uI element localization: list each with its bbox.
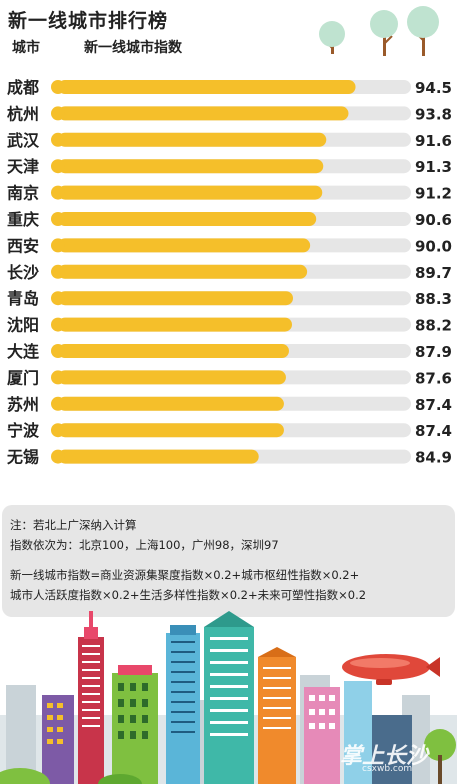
value-label: 90.6 bbox=[415, 211, 452, 229]
bar-dot bbox=[51, 212, 65, 226]
category-label: 大连 bbox=[7, 342, 40, 361]
category-label: 无锡 bbox=[6, 448, 39, 467]
value-label: 87.4 bbox=[415, 422, 452, 440]
tree-icon bbox=[370, 10, 398, 56]
value-label: 87.4 bbox=[415, 396, 452, 414]
column-header-city: 城市 bbox=[12, 40, 40, 56]
value-label: 84.9 bbox=[415, 449, 452, 467]
note-line: 注：若北上广深纳入计算 bbox=[10, 518, 137, 532]
bar bbox=[58, 159, 324, 174]
value-label: 93.8 bbox=[415, 105, 452, 123]
note-line: 城市人活跃度指数×0.2+生活多样性指数×0.2+未来可塑性指数×0.2 bbox=[10, 588, 367, 602]
bar bbox=[58, 449, 259, 464]
city-skyline-illustration bbox=[0, 611, 457, 784]
bar-dot bbox=[51, 238, 65, 253]
page-title: 新一线城市排行榜 bbox=[8, 10, 169, 32]
watermark-url: csxwb.com bbox=[362, 764, 413, 774]
bar-dot bbox=[51, 449, 65, 464]
note-line: 指数依次为：北京100，上海100，广州98，深圳97 bbox=[10, 538, 279, 552]
bar-dot bbox=[51, 264, 65, 279]
bar-dot bbox=[51, 185, 65, 200]
category-label: 厦门 bbox=[7, 368, 39, 387]
bar bbox=[58, 291, 293, 306]
bar bbox=[58, 185, 323, 200]
value-label: 90.0 bbox=[415, 237, 452, 255]
watermark-logo: 掌上长沙 bbox=[340, 744, 429, 769]
value-label: 88.3 bbox=[415, 290, 452, 308]
bar bbox=[58, 423, 284, 438]
category-label: 西安 bbox=[7, 236, 39, 255]
bar bbox=[58, 132, 327, 147]
note-line: 新一线城市指数=商业资源集聚度指数×0.2+城市枢纽性指数×0.2+ bbox=[10, 568, 360, 582]
bar-chart: 成都 94.5 杭州 93.8 武汉 91.6 天津 91.3 南京 91.2 重庆 90.6 西安 90… bbox=[6, 78, 452, 467]
bar-dot bbox=[51, 80, 65, 94]
tree-icon bbox=[407, 6, 439, 56]
bar-dot bbox=[51, 132, 65, 147]
blimp-icon bbox=[342, 654, 440, 685]
bar bbox=[58, 396, 284, 411]
bar bbox=[58, 238, 311, 253]
value-label: 88.2 bbox=[415, 317, 452, 335]
value-label: 91.2 bbox=[415, 185, 452, 203]
value-label: 94.5 bbox=[415, 79, 452, 97]
category-label: 宁波 bbox=[7, 421, 40, 440]
bar-dot bbox=[51, 159, 65, 174]
value-label: 91.3 bbox=[415, 158, 452, 176]
bar bbox=[58, 80, 356, 94]
bar-dot bbox=[51, 291, 65, 306]
category-label: 青岛 bbox=[7, 289, 39, 308]
category-label: 天津 bbox=[7, 157, 39, 176]
note-box: 注：若北上广深纳入计算 指数依次为：北京100，上海100，广州98，深圳97 … bbox=[2, 505, 455, 617]
bar-dot bbox=[51, 344, 65, 358]
bar-dot bbox=[51, 370, 65, 385]
category-label: 杭州 bbox=[7, 104, 39, 123]
tree-decoration bbox=[319, 6, 439, 56]
bar bbox=[58, 317, 292, 332]
category-label: 长沙 bbox=[7, 263, 39, 282]
category-label: 成都 bbox=[7, 78, 39, 97]
category-label: 苏州 bbox=[7, 395, 39, 414]
bar-dot bbox=[51, 396, 65, 411]
bar bbox=[58, 370, 286, 385]
category-label: 沈阳 bbox=[7, 316, 39, 335]
bar-dot bbox=[51, 317, 65, 332]
tree-icon bbox=[319, 21, 345, 54]
value-label: 91.6 bbox=[415, 132, 452, 150]
bar bbox=[58, 212, 317, 226]
bar-dot bbox=[51, 106, 65, 121]
column-header-index: 新一线城市指数 bbox=[84, 40, 182, 56]
category-label: 重庆 bbox=[7, 210, 39, 229]
bar-dot bbox=[51, 423, 65, 438]
category-label: 南京 bbox=[7, 184, 39, 203]
bar bbox=[58, 344, 289, 358]
value-label: 87.6 bbox=[415, 369, 452, 387]
bar bbox=[58, 106, 349, 121]
category-label: 武汉 bbox=[7, 131, 40, 150]
bar bbox=[58, 264, 308, 279]
value-label: 89.7 bbox=[415, 264, 452, 282]
value-label: 87.9 bbox=[415, 343, 452, 361]
